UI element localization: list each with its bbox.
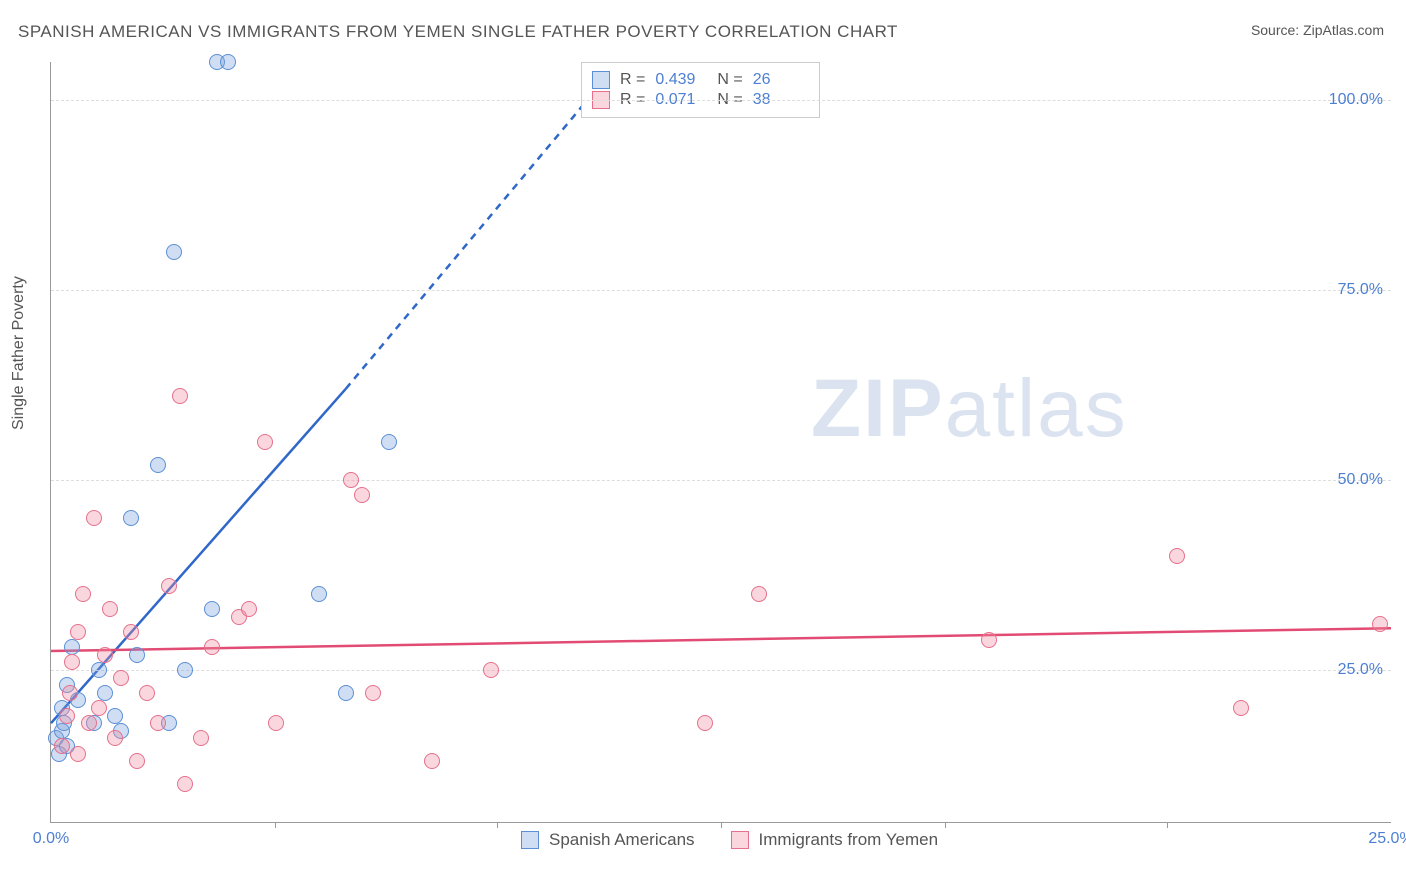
- chart-title: SPANISH AMERICAN VS IMMIGRANTS FROM YEME…: [18, 22, 898, 42]
- data-point: [150, 457, 166, 473]
- data-point: [123, 510, 139, 526]
- data-point: [177, 776, 193, 792]
- data-point: [424, 753, 440, 769]
- data-point: [220, 54, 236, 70]
- data-point: [268, 715, 284, 731]
- data-point: [97, 647, 113, 663]
- ytick-label: 25.0%: [1338, 661, 1383, 679]
- legend-label-1: Spanish Americans: [549, 830, 695, 850]
- plot-area: ZIPatlas R = 0.439 N = 26 R = 0.071 N = …: [50, 62, 1391, 823]
- data-point: [204, 601, 220, 617]
- data-point: [343, 472, 359, 488]
- data-point: [123, 624, 139, 640]
- gridline: [51, 480, 1391, 481]
- data-point: [483, 662, 499, 678]
- data-point: [129, 753, 145, 769]
- ytick-label: 75.0%: [1338, 281, 1383, 299]
- data-point: [161, 578, 177, 594]
- data-point: [166, 244, 182, 260]
- bottom-legend: Spanish Americans Immigrants from Yemen: [521, 830, 938, 850]
- data-point: [113, 670, 129, 686]
- data-point: [338, 685, 354, 701]
- trend-line: [346, 62, 619, 389]
- y-axis-label: Single Father Poverty: [10, 276, 28, 430]
- trend-line: [51, 628, 1391, 651]
- data-point: [177, 662, 193, 678]
- data-point: [193, 730, 209, 746]
- stats-r-value-1: 0.439: [655, 71, 707, 89]
- data-point: [86, 510, 102, 526]
- data-point: [54, 738, 70, 754]
- data-point: [81, 715, 97, 731]
- data-point: [751, 586, 767, 602]
- stats-row-series1: R = 0.439 N = 26: [592, 71, 805, 89]
- data-point: [97, 685, 113, 701]
- gridline: [51, 290, 1391, 291]
- xtick-label: 0.0%: [33, 830, 69, 848]
- data-point: [91, 662, 107, 678]
- chart-container: SPANISH AMERICAN VS IMMIGRANTS FROM YEME…: [0, 0, 1406, 892]
- data-point: [311, 586, 327, 602]
- data-point: [75, 586, 91, 602]
- ytick-label: 100.0%: [1329, 91, 1383, 109]
- trend-lines: [51, 62, 1391, 822]
- data-point: [365, 685, 381, 701]
- swatch-series1: [592, 71, 610, 89]
- data-point: [1372, 616, 1388, 632]
- data-point: [150, 715, 166, 731]
- data-point: [697, 715, 713, 731]
- legend-swatch-2: [731, 831, 749, 849]
- ytick-label: 50.0%: [1338, 471, 1383, 489]
- xtick-minor: [497, 822, 498, 828]
- source-attribution: Source: ZipAtlas.com: [1251, 22, 1384, 38]
- legend-label-2: Immigrants from Yemen: [759, 830, 939, 850]
- data-point: [64, 639, 80, 655]
- stats-n-label: N =: [717, 71, 742, 89]
- data-point: [981, 632, 997, 648]
- xtick-minor: [275, 822, 276, 828]
- legend-item-1: Spanish Americans: [521, 830, 695, 850]
- data-point: [1169, 548, 1185, 564]
- data-point: [107, 730, 123, 746]
- data-point: [257, 434, 273, 450]
- xtick-minor: [945, 822, 946, 828]
- data-point: [172, 388, 188, 404]
- data-point: [381, 434, 397, 450]
- data-point: [1233, 700, 1249, 716]
- data-point: [59, 708, 75, 724]
- data-point: [241, 601, 257, 617]
- gridline: [51, 670, 1391, 671]
- data-point: [64, 654, 80, 670]
- gridline: [51, 100, 1391, 101]
- xtick-label: 25.0%: [1368, 830, 1406, 848]
- xtick-minor: [1167, 822, 1168, 828]
- stats-r-label: R =: [620, 71, 645, 89]
- data-point: [107, 708, 123, 724]
- legend-item-2: Immigrants from Yemen: [731, 830, 939, 850]
- legend-swatch-1: [521, 831, 539, 849]
- data-point: [102, 601, 118, 617]
- data-point: [139, 685, 155, 701]
- xtick-minor: [721, 822, 722, 828]
- data-point: [62, 685, 78, 701]
- data-point: [70, 624, 86, 640]
- data-point: [91, 700, 107, 716]
- data-point: [70, 746, 86, 762]
- data-point: [129, 647, 145, 663]
- stats-box: R = 0.439 N = 26 R = 0.071 N = 38: [581, 62, 820, 118]
- stats-n-value-1: 26: [753, 71, 805, 89]
- data-point: [354, 487, 370, 503]
- data-point: [204, 639, 220, 655]
